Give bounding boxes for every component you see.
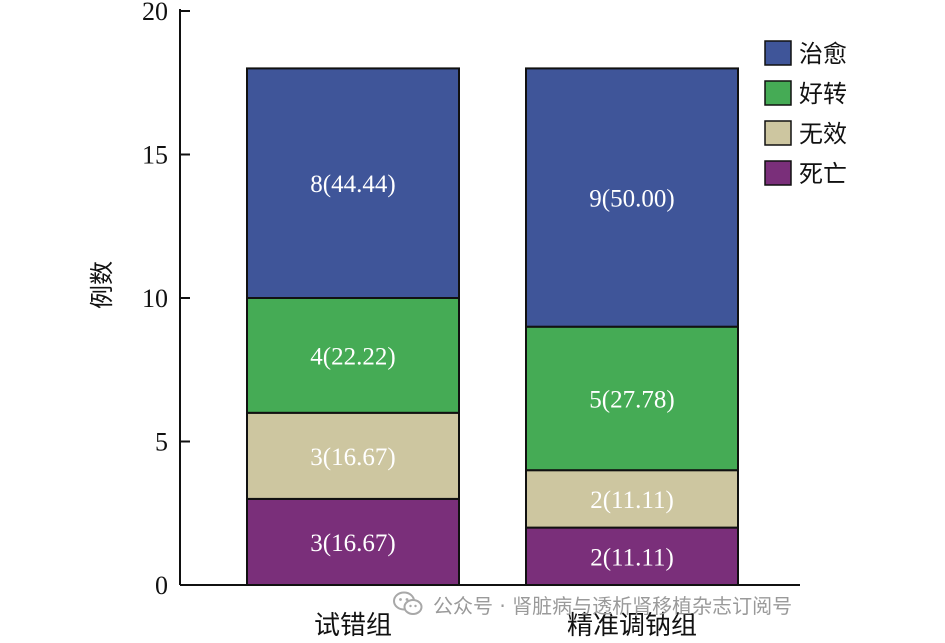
bar-segment: [525, 469, 739, 529]
data-label: 5(27.78): [589, 386, 674, 413]
x-tick-label: 精准调钠组: [567, 611, 697, 641]
bar-segment: [246, 411, 460, 500]
watermark: 公众号 · 肾脏病与透析肾移植杂志订阅号: [393, 588, 792, 620]
y-tick-label: 0: [155, 571, 168, 600]
bars-group: 3(16.67) 3(16.67) 4(22.22) 8(44.44) 2(11.11)…: [246, 67, 739, 586]
data-label: 3(16.67): [310, 444, 395, 471]
legend-swatch: [764, 120, 792, 146]
data-label: 4(22.22): [310, 343, 395, 370]
y-tick-label: 10: [142, 284, 168, 313]
data-label: 2(11.11): [590, 487, 674, 514]
legend-swatch: [764, 40, 792, 66]
bar-segment: [246, 67, 460, 300]
legend-entry: 死亡: [799, 160, 847, 188]
data-label: 3(16.67): [310, 530, 395, 557]
bar-segment: [525, 67, 739, 328]
y-tick-label: 15: [142, 141, 168, 170]
y-tick-label: 5: [155, 428, 168, 457]
legend-entry: 好转: [799, 80, 847, 108]
legend-swatch: [764, 80, 792, 106]
data-label: 2(11.11): [590, 544, 674, 571]
legend-swatch: [764, 160, 792, 186]
watermark-text: 公众号 · 肾脏病与透析肾移植杂志订阅号: [433, 593, 793, 618]
y-tick-label: 20: [142, 0, 168, 26]
legend-entry: 治愈: [799, 40, 847, 68]
bar-segment: [246, 497, 460, 586]
bar-segment: [525, 325, 739, 472]
data-label: 8(44.44): [310, 171, 395, 198]
wechat-icon: [393, 591, 423, 615]
legend-entry: 无效: [799, 120, 847, 148]
x-tick-label: 试错组: [314, 611, 392, 641]
data-label: 9(50.00): [589, 186, 674, 213]
axes-group: 试错组 精准调钠组 0 5 10 15 20 例数: [88, 0, 800, 641]
y-axis-label: 例数: [88, 261, 116, 309]
